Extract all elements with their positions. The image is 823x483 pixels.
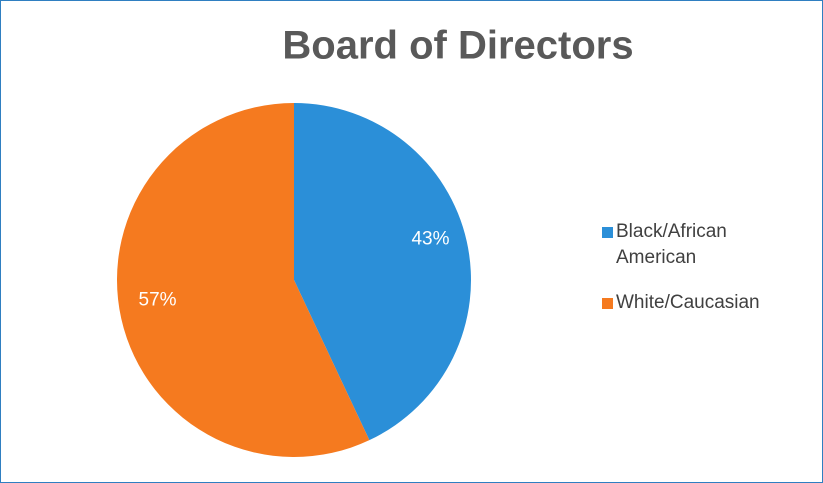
- legend-label: White/Caucasian: [616, 292, 760, 313]
- pie-slice: [117, 103, 370, 457]
- legend-item: Black/African American: [602, 219, 762, 271]
- legend-item: White/Caucasian: [602, 290, 762, 316]
- pie-slice: [294, 103, 472, 441]
- legend-label: Black/African American: [616, 221, 727, 268]
- chart-title: Board of Directors: [282, 24, 633, 68]
- data-label: 57%: [139, 290, 177, 311]
- legend-swatch: [602, 227, 613, 238]
- legend-swatch: [602, 298, 613, 309]
- data-label: 43%: [411, 229, 449, 250]
